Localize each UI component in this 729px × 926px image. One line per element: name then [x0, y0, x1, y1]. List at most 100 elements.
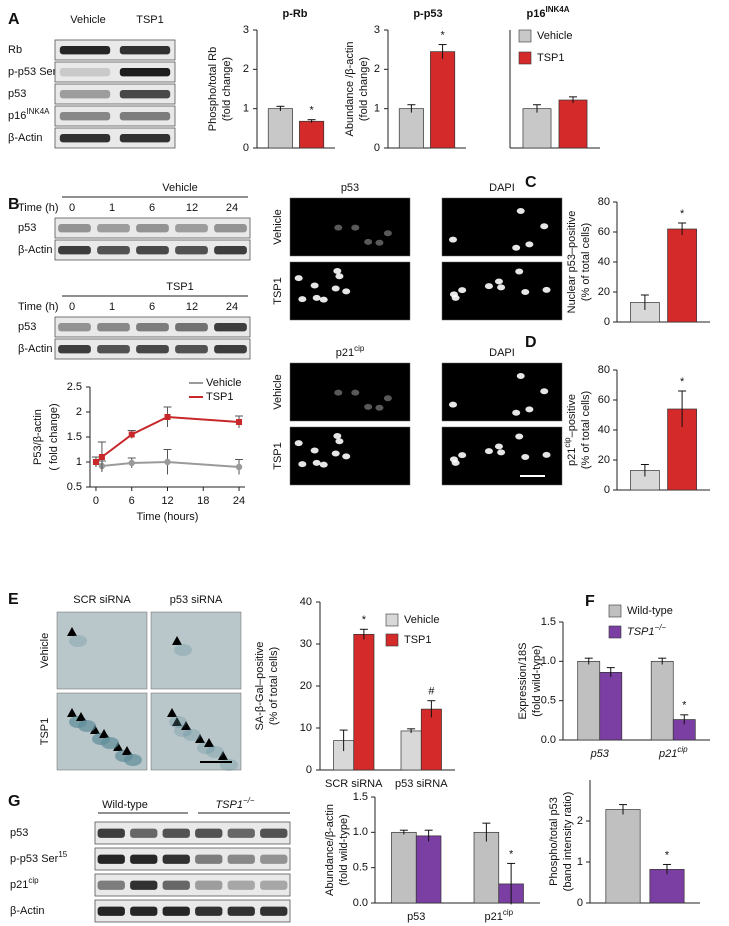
- nucleus: [484, 283, 493, 290]
- marker: [92, 459, 99, 465]
- time-tick: 0: [69, 301, 75, 313]
- blot-band: [58, 246, 91, 255]
- y-tick-label: 0.0: [541, 734, 556, 746]
- y-tick-label: 0.0: [353, 897, 368, 909]
- blot-band: [175, 224, 208, 233]
- y-axis-label-part: cip: [563, 437, 572, 448]
- blot-row-label: p53: [10, 827, 28, 839]
- y-tick-label: 2: [577, 815, 583, 827]
- y-tick-label: 1: [374, 103, 380, 115]
- x-axis-label: Time (hours): [137, 511, 199, 523]
- blot-band: [175, 246, 208, 255]
- x-tick-label: p21cip: [658, 745, 688, 760]
- nucleus: [512, 244, 521, 251]
- y-axis-label: P53/β-actin: [32, 409, 44, 465]
- panel-label: E: [8, 591, 19, 608]
- blot-row-label-part: 15: [58, 850, 67, 859]
- x-tick-label: 12: [161, 495, 173, 507]
- chart-title-part: INK4A: [545, 5, 569, 14]
- legend-label: TSP1: [404, 634, 432, 646]
- nucleus: [310, 282, 319, 289]
- nucleus: [484, 448, 493, 455]
- y-axis-label: Expression/18S: [517, 642, 529, 719]
- nucleus: [334, 389, 343, 396]
- time-tick: 12: [186, 301, 198, 313]
- blot-row-label: Rb: [8, 44, 22, 56]
- chart-title: p16INK4A: [527, 5, 570, 20]
- panel-label: C: [525, 174, 537, 191]
- micro-column-part: p21: [336, 347, 354, 359]
- blot-band: [119, 68, 171, 77]
- blot-row-label: p16INK4A: [8, 107, 50, 122]
- legend-label: Wild-type: [627, 605, 673, 617]
- legend-label: TSP1: [537, 52, 565, 64]
- marker: [98, 454, 105, 460]
- y-tick-label: 2: [374, 63, 380, 75]
- blot-band: [162, 906, 190, 916]
- y-tick-label: 0: [306, 764, 312, 776]
- bar: [667, 408, 697, 491]
- blot-strip: [54, 127, 176, 149]
- blot-row-label-part: cip: [28, 876, 39, 885]
- nucleus: [310, 447, 319, 454]
- legend-label: TSP1: [206, 391, 234, 403]
- nucleus: [333, 432, 342, 439]
- stained-cell: [124, 754, 142, 766]
- x-tick-label: p53 siRNA: [395, 778, 448, 790]
- micro-column: DAPI: [489, 182, 515, 194]
- significance: *: [509, 848, 514, 860]
- nucleus: [516, 207, 525, 214]
- blot-band: [227, 828, 255, 838]
- legend-swatch: [608, 625, 622, 639]
- arrowhead: [67, 627, 77, 636]
- y-tick-label: 3: [243, 24, 249, 36]
- x-tick-label: 6: [129, 495, 135, 507]
- micro-column-part: cip: [354, 344, 365, 353]
- x-tick-label-part: p21: [484, 911, 502, 923]
- micro-row: TSP1: [272, 442, 284, 470]
- nucleus: [449, 401, 458, 408]
- blot-column: Vehicle: [70, 14, 105, 26]
- marker: [164, 458, 171, 466]
- legend-label-part: −/−: [655, 623, 667, 632]
- blot-band: [214, 246, 247, 255]
- blot-band: [195, 854, 223, 864]
- time-tick: 24: [226, 202, 238, 214]
- y-tick-label: 2: [243, 63, 249, 75]
- blot-band: [59, 46, 111, 55]
- significance: *: [680, 208, 685, 220]
- blot-band: [59, 68, 111, 77]
- y-axis-label: (fold change): [221, 57, 233, 121]
- blot-band: [214, 323, 247, 332]
- y-tick-label: 40: [300, 596, 312, 608]
- y-tick-label: 1.5: [353, 791, 368, 803]
- nucleus: [521, 288, 530, 295]
- blot-row-label: p53: [18, 321, 36, 333]
- arrowhead: [195, 734, 205, 743]
- blot-band: [136, 224, 169, 233]
- blot-group-title: TSP1: [166, 281, 194, 293]
- nucleus: [294, 275, 303, 282]
- nucleus: [458, 287, 467, 294]
- arrowhead: [181, 721, 191, 730]
- arrowhead: [113, 742, 123, 751]
- arrowhead: [67, 708, 77, 717]
- blot-row-label-part: p16: [8, 110, 26, 122]
- blot-band: [97, 224, 130, 233]
- micrograph: [289, 197, 411, 257]
- micrograph: [56, 611, 148, 690]
- blot-band: [260, 880, 288, 890]
- arrowhead: [172, 717, 182, 726]
- bar: [415, 835, 442, 904]
- y-axis-label: Phospho/total Rb: [207, 47, 219, 131]
- legend-swatch: [518, 51, 532, 65]
- y-axis-label: (fold wild-type): [338, 814, 350, 886]
- chart-title: p-Rb: [282, 8, 307, 20]
- nucleus: [335, 273, 344, 280]
- micro-column: p53: [341, 182, 359, 194]
- x-tick-label: 24: [233, 495, 245, 507]
- blot-strip: [54, 83, 176, 105]
- bar: [605, 809, 641, 904]
- blot-band: [227, 854, 255, 864]
